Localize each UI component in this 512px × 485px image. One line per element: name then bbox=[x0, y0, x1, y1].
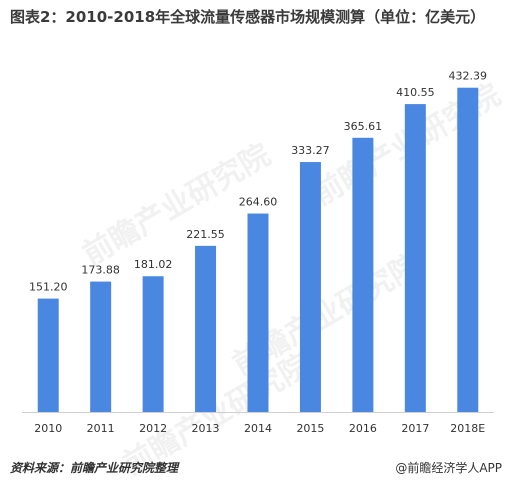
data-label-2013: 221.55 bbox=[186, 228, 225, 241]
data-label-2014: 264.60 bbox=[239, 196, 278, 209]
bar-2014 bbox=[247, 213, 269, 412]
data-label-2016: 365.61 bbox=[344, 120, 383, 133]
data-label-2018E: 432.39 bbox=[449, 70, 488, 83]
data-label-2017: 410.55 bbox=[396, 86, 435, 99]
bar-2013 bbox=[195, 245, 217, 412]
bar-2018E bbox=[457, 87, 479, 413]
bar-2015 bbox=[299, 162, 321, 412]
bar-2017 bbox=[404, 104, 426, 413]
bar-2012 bbox=[142, 276, 164, 412]
x-tick-label-2017: 2017 bbox=[401, 422, 429, 435]
data-label-2011: 173.88 bbox=[81, 264, 120, 277]
data-label-2012: 181.02 bbox=[134, 258, 173, 271]
bar-2011 bbox=[90, 281, 112, 412]
bar-2010 bbox=[37, 298, 59, 412]
source-note: 资料来源：前瞻产业研究院整理 bbox=[10, 461, 179, 475]
x-tick-label-2012: 2012 bbox=[139, 422, 167, 435]
data-label-2010: 151.20 bbox=[29, 281, 68, 294]
x-tick-label-2014: 2014 bbox=[244, 422, 272, 435]
x-tick-label-2011: 2011 bbox=[87, 422, 115, 435]
x-tick-label-2015: 2015 bbox=[296, 422, 324, 435]
x-tick-label-2016: 2016 bbox=[349, 422, 377, 435]
bar-2016 bbox=[352, 137, 374, 413]
x-tick-label-2013: 2013 bbox=[192, 422, 220, 435]
x-tick-label-2010: 2010 bbox=[34, 422, 62, 435]
x-tick-label-2018E: 2018E bbox=[450, 422, 485, 435]
brand-label: @前瞻经济学人APP bbox=[395, 461, 502, 475]
data-label-2015: 333.27 bbox=[291, 144, 330, 157]
chart-title: 图表2：2010-2018年全球流量传感器市场规模测算（单位：亿美元） bbox=[10, 8, 486, 26]
